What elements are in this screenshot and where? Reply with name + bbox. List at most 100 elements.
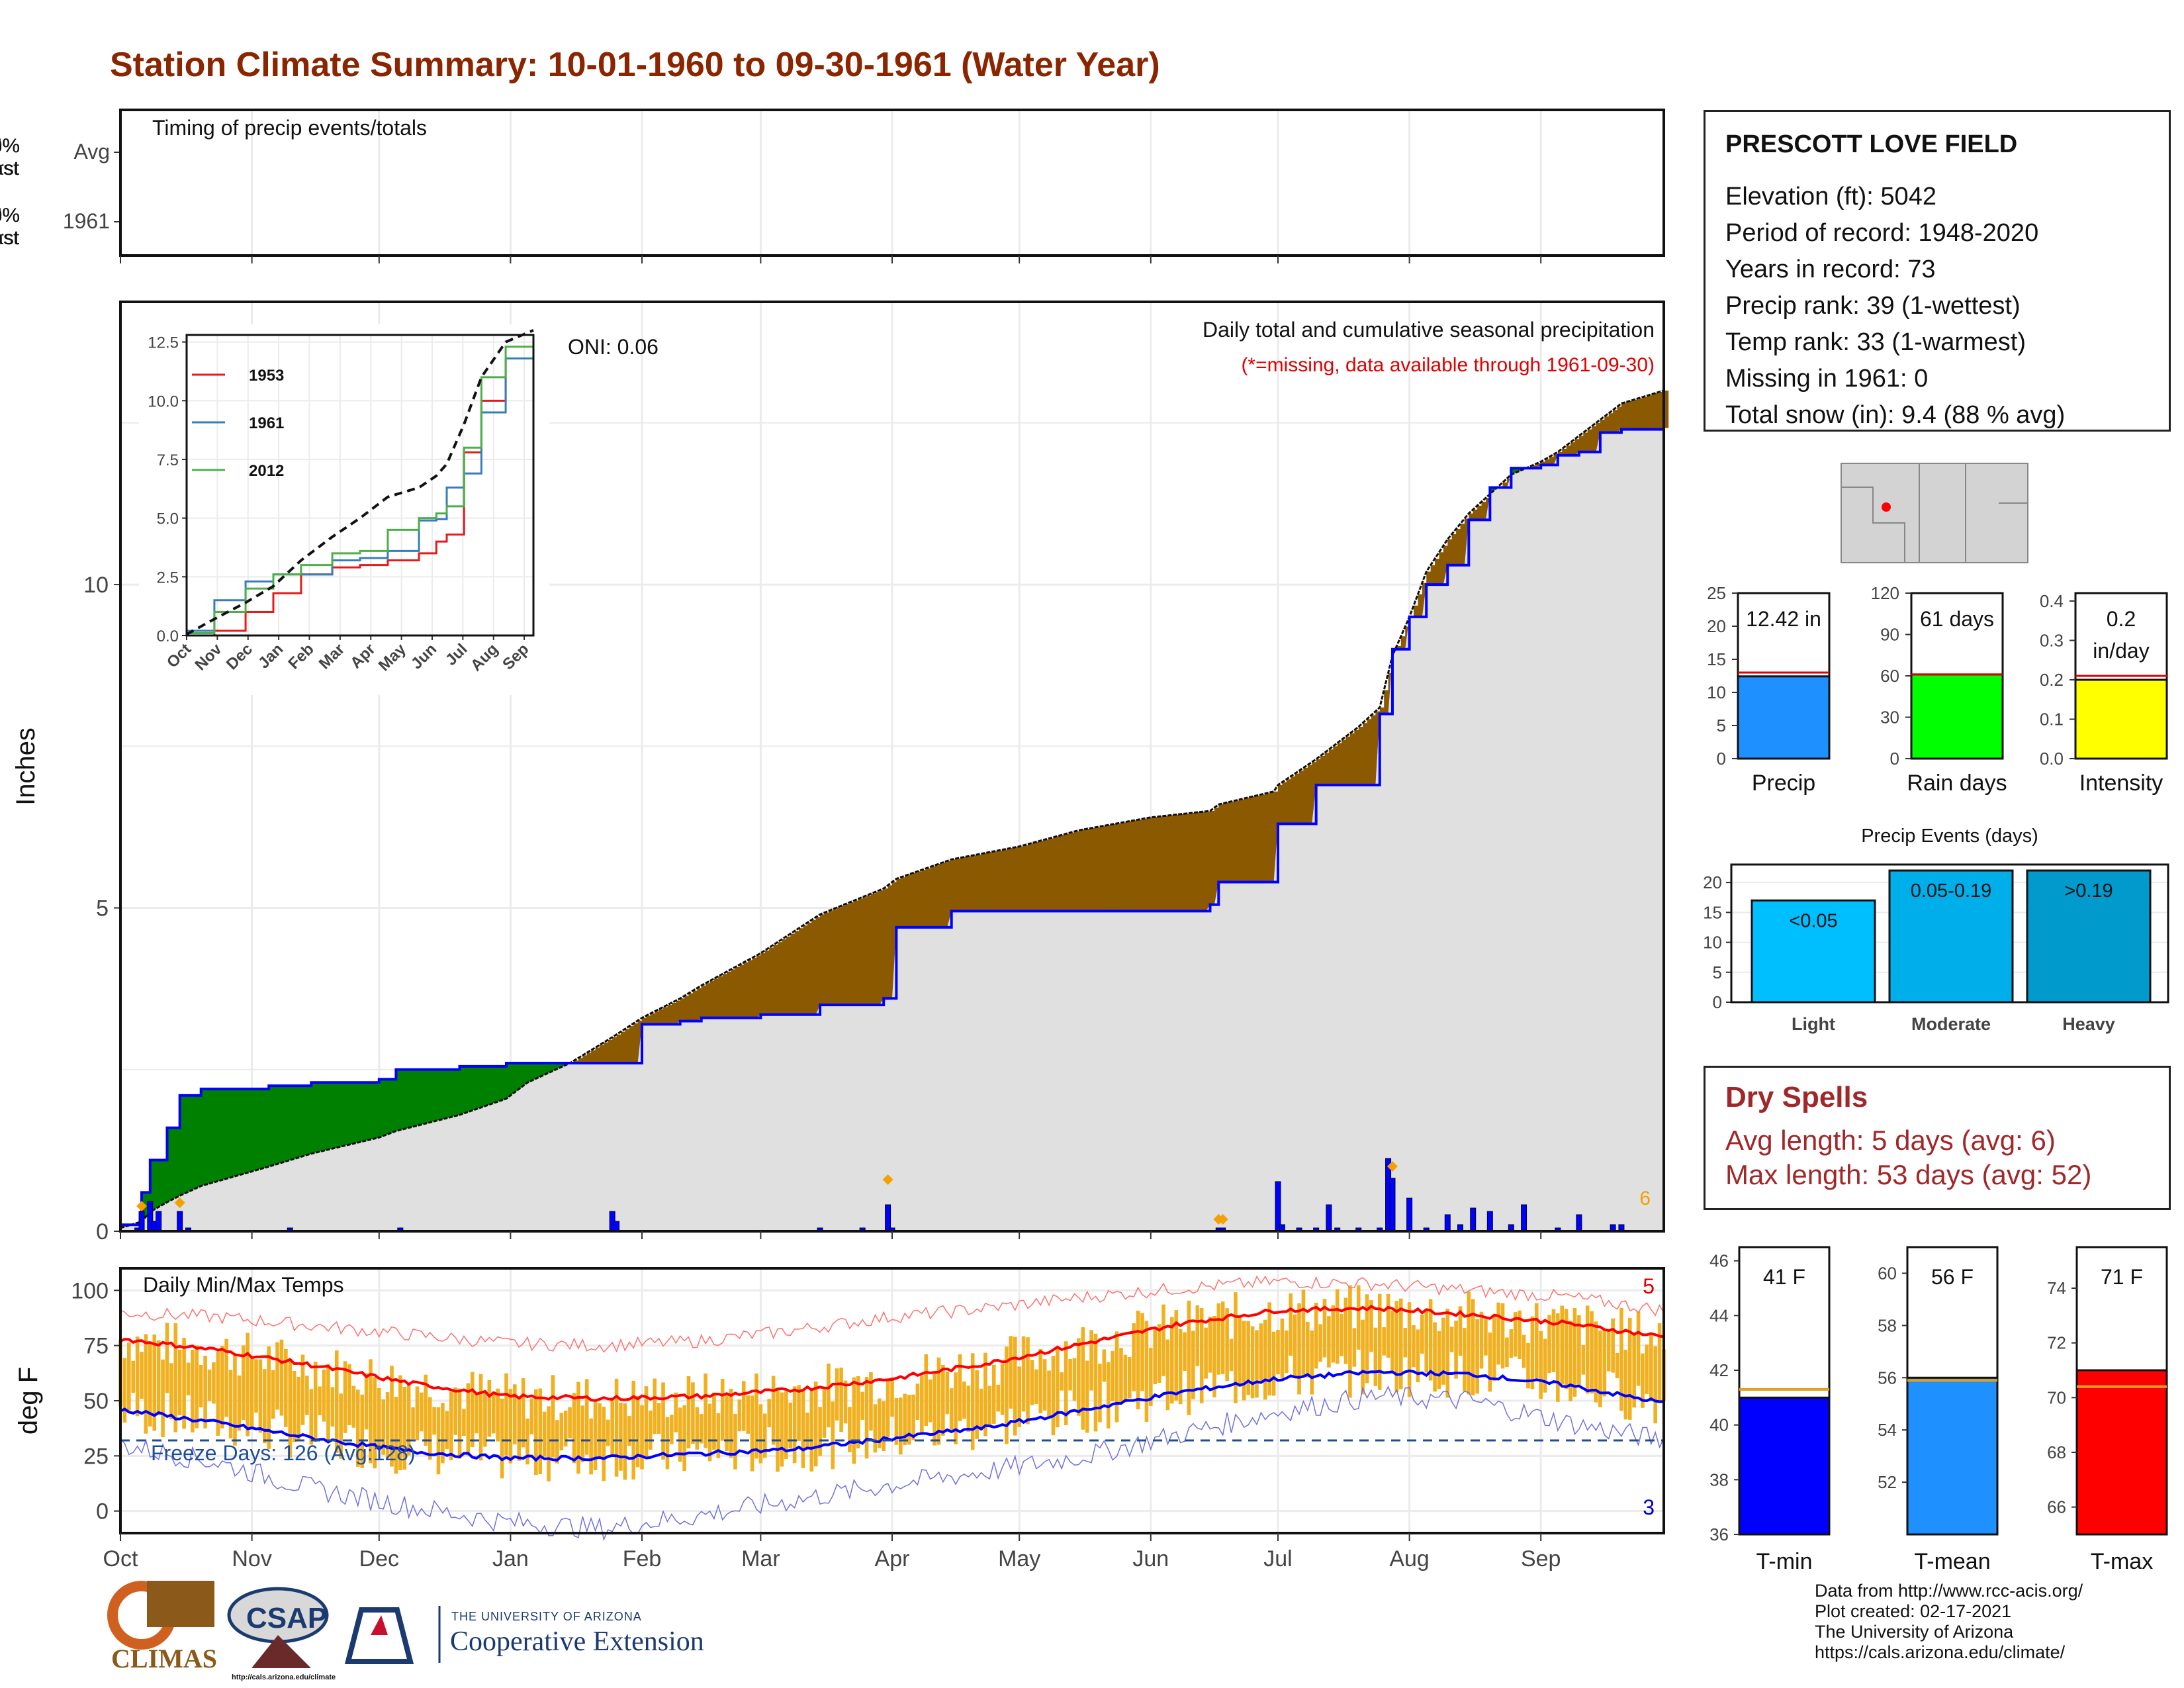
daily-temp-bar [1153,1329,1158,1385]
below-average-fill [934,865,940,927]
above-average-fill [417,1069,422,1126]
daily-temp-bar [156,1340,161,1416]
daily-temp-bar [521,1378,525,1448]
inset-ytick-label: 2.5 [157,569,179,586]
events-title: Precip Events (days) [1861,825,2038,847]
below-average-fill [1159,816,1164,912]
temp-ytick-label: 50 [83,1389,109,1414]
cumulative-base-area [120,428,1664,1231]
above-average-fill [531,1063,537,1081]
below-average-fill [956,859,961,912]
below-average-fill [1189,813,1194,912]
daily-temp-bar [1259,1323,1263,1382]
below-average-fill [1248,797,1253,882]
daily-temp-bar [1132,1323,1136,1391]
daily-temp-bar [1619,1307,1623,1411]
below-average-fill [629,1026,634,1063]
below-average-fill [1180,814,1185,912]
daily-temp-bar [207,1369,212,1401]
daily-temp-bar [1500,1303,1505,1369]
below-average-fill [612,1037,617,1063]
daily-temp-bar [987,1385,992,1427]
above-average-fill [197,1095,202,1188]
below-average-fill [692,990,698,1021]
temp-gauge-tick-label: 70 [2047,1387,2066,1407]
below-average-fill [663,1007,668,1025]
record-min-line [120,1385,1664,1542]
timing-p75-label: 75% [0,205,20,226]
below-average-fill [938,864,944,927]
daily-temp-bar [725,1393,729,1452]
daily-temp-bar [1026,1337,1030,1425]
below-average-fill [1155,817,1160,912]
above-average-fill [544,1063,549,1075]
daily-temp-bar [373,1377,377,1469]
daily-temp-bar [491,1392,496,1434]
temp-gauge-tick-label: 54 [1878,1420,1897,1440]
below-average-fill [854,900,859,1006]
above-average-fill [396,1069,401,1131]
inset-ytick-label: 10.0 [148,393,179,410]
daily-precip-bar [1406,1197,1413,1232]
daily-temp-bar [547,1406,551,1481]
daily-temp-bar [1454,1320,1458,1379]
daily-temp-bar [1285,1330,1289,1374]
below-average-fill [1185,814,1190,912]
station-years: Years in record: 73 [1725,256,1936,283]
below-average-fill [756,955,762,1018]
daily-temp-bar [750,1395,754,1472]
csap-logo-url: http://cals.arizona.edu/climate [232,1673,336,1681]
daily-temp-bar [513,1384,517,1444]
below-average-fill [1477,505,1482,520]
daily-temp-bar [135,1336,140,1417]
above-average-fill [277,1086,283,1164]
daily-temp-bar [1106,1362,1111,1429]
below-average-fill [1345,736,1351,785]
month-label: Oct [103,1546,138,1571]
daily-temp-bar [1623,1349,1628,1420]
daily-temp-bar [508,1389,513,1464]
below-average-fill [1418,594,1423,617]
below-average-fill [1638,398,1643,430]
above-average-fill [438,1069,443,1121]
daily-temp-bar [517,1396,522,1461]
daily-temp-bar [1577,1315,1581,1386]
above-average-fill [519,1063,524,1090]
above-average-fill [349,1082,355,1145]
inset-legend-label: 1961 [249,414,284,432]
daily-temp-bar [1051,1356,1056,1436]
below-average-fill [625,1029,630,1063]
daily-temp-bar [792,1386,797,1464]
above-average-fill [527,1063,533,1083]
above-average-fill [285,1086,291,1162]
below-average-fill [1295,773,1300,824]
below-average-fill [773,945,778,1015]
month-label: May [998,1546,1040,1571]
below-average-fill [1197,812,1203,912]
daily-temp-bar [212,1362,216,1404]
daily-temp-bar [979,1388,983,1430]
inset-border [185,334,535,637]
below-average-fill [917,871,923,927]
inset-legend-label: 2012 [249,462,284,480]
daily-temp-bar [894,1397,899,1445]
below-average-fill [964,857,970,912]
daily-temp-bar [453,1387,457,1435]
below-average-fill [1396,645,1402,649]
above-average-fill [535,1063,541,1079]
timing-p50-label: 50% [0,135,20,157]
daily-temp-bar [1242,1321,1246,1401]
temp-gauge-tick-label: 46 [1709,1251,1729,1271]
timing-p25-label: 25% [0,205,20,226]
below-average-fill [1113,824,1118,912]
above-average-fill [553,1063,558,1071]
page-title: Station Climate Summary: 10-01-1960 to 0… [110,46,1160,84]
daily-temp-bar [263,1369,267,1444]
daily-temp-bar [933,1373,936,1446]
events-bar [2026,869,2152,1004]
events-bar-label: 0.05-0.19 [1911,880,1992,902]
daily-temp-bar [1424,1309,1429,1373]
below-average-fill [655,1011,660,1025]
daily-temp-bar [746,1395,750,1434]
temp-gauge-label: T-min [1756,1549,1813,1574]
